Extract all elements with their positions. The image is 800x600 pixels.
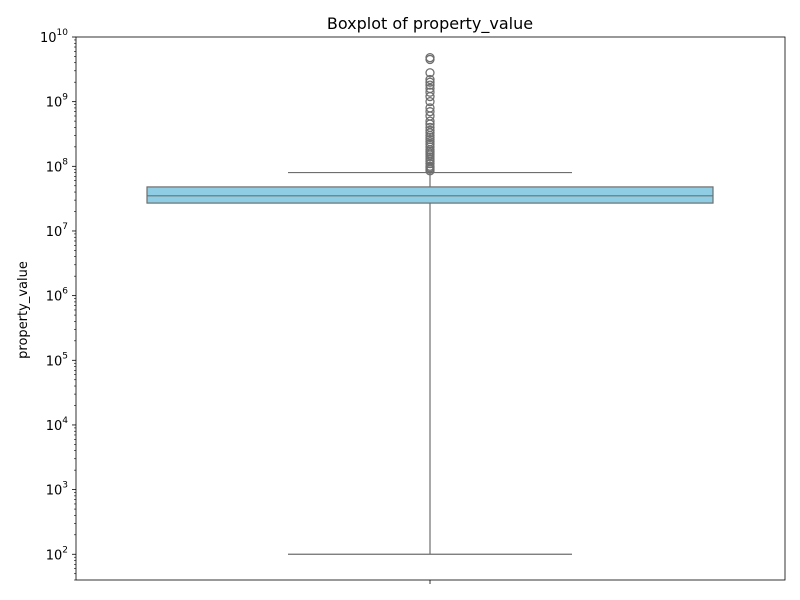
- outlier-point: [425, 122, 435, 133]
- y-tick-label: 107: [46, 222, 68, 240]
- outlier-point: [425, 139, 435, 149]
- outlier-point: [425, 83, 435, 94]
- outlier-point: [425, 128, 435, 138]
- outlier-point: [425, 107, 435, 117]
- y-tick-label: 106: [46, 287, 69, 305]
- y-tick-label: 109: [46, 93, 69, 111]
- y-axis-label: property_value: [16, 261, 31, 359]
- y-tick-label: 102: [46, 545, 68, 563]
- y-tick-label: 108: [46, 157, 69, 175]
- outlier-point: [425, 87, 435, 97]
- plot-area: 102 103 104 105 106 107 108 109 1010: [40, 28, 786, 584]
- chart-title: Boxplot of property_value: [327, 14, 533, 34]
- outlier-point: [425, 97, 435, 107]
- outlier-point: [425, 77, 435, 87]
- y-tick-label: 103: [46, 481, 68, 499]
- axes-frame: [75, 36, 786, 581]
- outlier-point: [425, 74, 435, 85]
- outlier-point: [425, 116, 435, 126]
- y-tick-label: 1010: [40, 28, 68, 46]
- outlier-point: [425, 52, 435, 63]
- y-tick-label: 104: [46, 416, 69, 434]
- y-tick-label: 105: [46, 351, 68, 369]
- outlier-point: [425, 125, 435, 135]
- outlier-point: [425, 80, 435, 90]
- outlier-point: [425, 158, 435, 169]
- outlier-point: [425, 103, 435, 113]
- iqr-box: [146, 186, 714, 204]
- outlier-point: [425, 68, 435, 78]
